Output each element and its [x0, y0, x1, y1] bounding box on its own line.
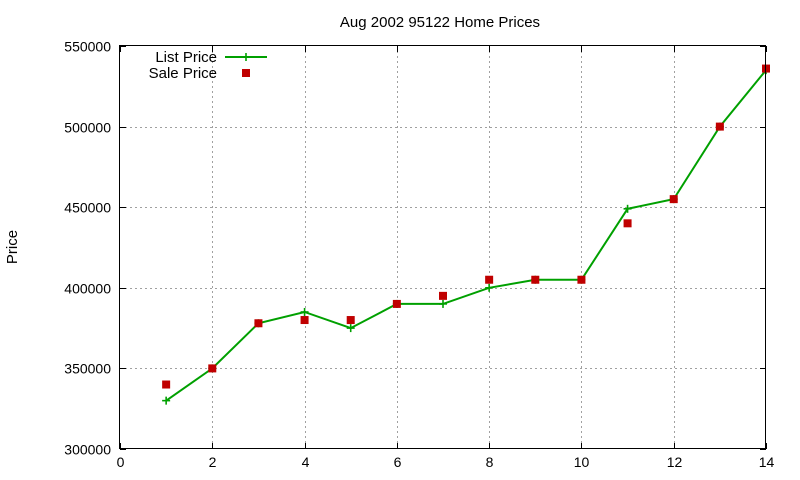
- sale-price-point: [208, 364, 217, 373]
- list-price-point: [300, 307, 309, 316]
- legend-marker-list-price: [242, 53, 250, 61]
- x-tick-label: 0: [117, 454, 125, 470]
- y-tick-label: 500000: [64, 120, 111, 136]
- y-tick-label: 450000: [64, 200, 111, 216]
- legend-marker-sale-price: [242, 69, 250, 77]
- x-tick-label: 14: [759, 454, 775, 470]
- plot-area: [162, 64, 770, 405]
- y-tick-label: 350000: [64, 361, 111, 377]
- list-price-point: [439, 299, 447, 308]
- sale-price-point: [577, 275, 586, 284]
- sale-price-point: [439, 291, 447, 300]
- legend-label-list-price: List Price: [155, 49, 217, 66]
- sale-price-point: [162, 380, 171, 389]
- sale-price-point: [254, 319, 263, 328]
- sale-price-point: [531, 275, 540, 284]
- sale-price-point: [669, 195, 678, 204]
- x-tick-label: 4: [302, 454, 310, 470]
- plot-frame: [119, 45, 766, 449]
- y-tick-label: 400000: [64, 281, 111, 297]
- list-price-line: [165, 69, 767, 402]
- sale-price-point: [623, 219, 632, 228]
- sale-price-point: [485, 275, 494, 284]
- sale-price-point: [346, 316, 355, 325]
- y-axis-label: Price: [4, 230, 21, 264]
- x-tick-label: 6: [394, 454, 402, 470]
- list-price-point: [346, 324, 355, 333]
- legend-label-sale-price: Sale Price: [149, 65, 217, 82]
- chart-title: Aug 2002 95122 Home Prices: [340, 14, 540, 31]
- axis-ticks: 300000 350000 400000 450000 500000 550000 0 2 4 6…: [64, 39, 774, 471]
- x-tick-label: 2: [209, 454, 217, 470]
- list-price-series: [162, 66, 770, 405]
- sale-price-series: [162, 64, 770, 389]
- list-price-point: [162, 396, 171, 405]
- x-tick-label: 10: [574, 454, 590, 470]
- x-tick-label: 8: [486, 454, 494, 470]
- list-price-point: [485, 283, 494, 292]
- sale-price-point: [300, 316, 309, 325]
- y-tick-label: 300000: [64, 442, 111, 458]
- x-tick-label: 12: [667, 454, 683, 470]
- sale-price-point: [715, 122, 724, 131]
- sale-price-point: [392, 299, 401, 308]
- grid: [120, 46, 766, 449]
- list-price-point: [623, 204, 632, 213]
- y-tick-label: 550000: [64, 39, 111, 55]
